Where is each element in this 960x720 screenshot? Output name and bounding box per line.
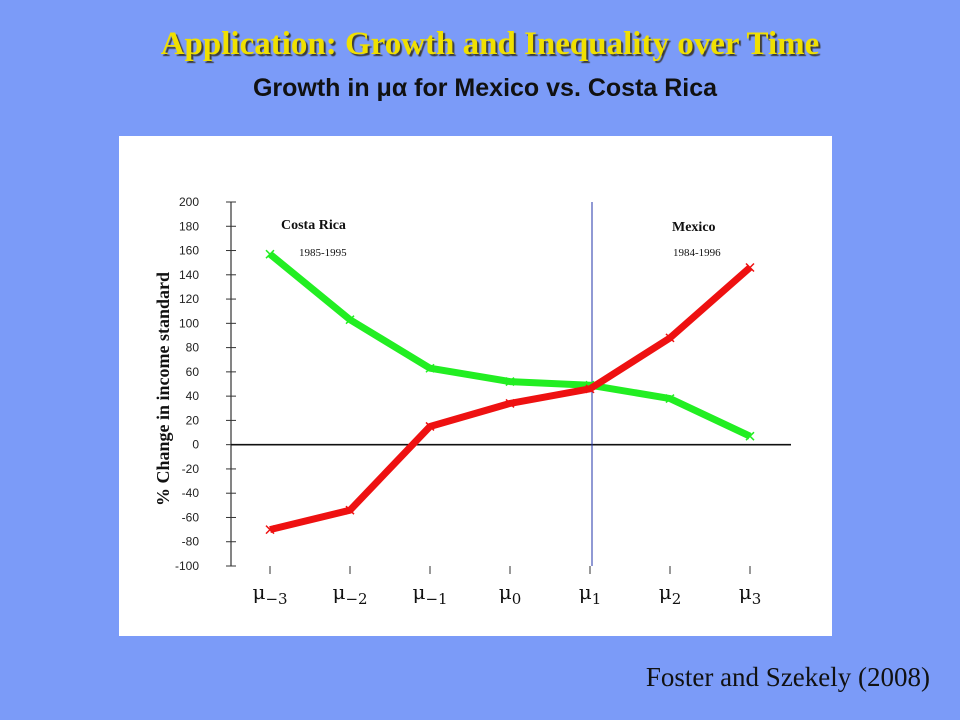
mexico-label: Mexico [672, 220, 716, 235]
citation: Foster and Szekely (2008) [645, 662, 930, 692]
subtitle-symbol: μα [376, 74, 408, 102]
costa-rica-label: Costa Rica [281, 218, 346, 233]
y-tick-label: 20 [186, 413, 200, 427]
slide-title: Application: Growth and Inequality over … [160, 26, 820, 62]
y-tick-label: 120 [179, 292, 199, 306]
y-tick-label: -40 [182, 486, 200, 500]
subtitle-prefix: Growth in [252, 74, 377, 102]
mexico-point [585, 384, 595, 394]
costa-rica-point [665, 394, 675, 404]
slide-subtitle: Growth in μα for Mexico vs. Costa Rica [0, 74, 960, 103]
y-tick-label: 60 [186, 365, 200, 379]
mexico-point [745, 262, 755, 273]
costa-rica-point [345, 315, 355, 325]
x-tick-label: μ−3 [252, 580, 287, 608]
x-tick-label: μ2 [659, 580, 682, 608]
y-axis-title: % Change in income standard [153, 272, 173, 506]
y-tick-label: 100 [179, 316, 199, 330]
y-tick-label: -60 [182, 510, 200, 524]
y-tick-label: -20 [182, 462, 200, 476]
y-tick-label: 0 [192, 438, 199, 452]
y-tick-label: 140 [179, 268, 199, 282]
mexico-point [665, 333, 675, 343]
x-tick-label: μ0 [499, 580, 522, 608]
costa-rica-point [505, 377, 515, 387]
line-chart: 200180160140120100806040200-20-40-60-80-… [153, 195, 791, 608]
x-tick-label: μ3 [739, 580, 762, 608]
y-tick-label: 40 [186, 389, 200, 403]
costa-rica-point [265, 249, 275, 259]
mexico-point [505, 398, 515, 408]
mexico-period: 1984-1996 [673, 247, 721, 259]
y-tick-label: 80 [186, 341, 200, 355]
x-tick-label: μ−2 [332, 580, 367, 608]
costa-rica-period: 1985-1995 [299, 247, 347, 259]
y-tick-label: 200 [179, 195, 199, 209]
y-tick-label: -100 [175, 559, 199, 573]
costa-rica-series-line [267, 251, 752, 440]
y-tick-label: 180 [179, 219, 199, 233]
costa-rica-point [425, 363, 435, 373]
x-tick-label: μ−1 [412, 580, 447, 608]
y-tick-label: 160 [179, 244, 199, 258]
chart-panel: 200 180 160 140 120 100 80 60 40 20 0 -20 -40 -60 -80-… [119, 136, 832, 636]
mexico-point [265, 525, 275, 535]
subtitle-suffix: for Mexico vs. Costa Rica [407, 74, 718, 102]
x-tick-label: μ1 [579, 580, 602, 608]
mexico-point [425, 421, 435, 431]
mexico-point [345, 505, 355, 515]
y-tick-label: -80 [182, 535, 200, 549]
costa-rica-point [745, 431, 755, 441]
